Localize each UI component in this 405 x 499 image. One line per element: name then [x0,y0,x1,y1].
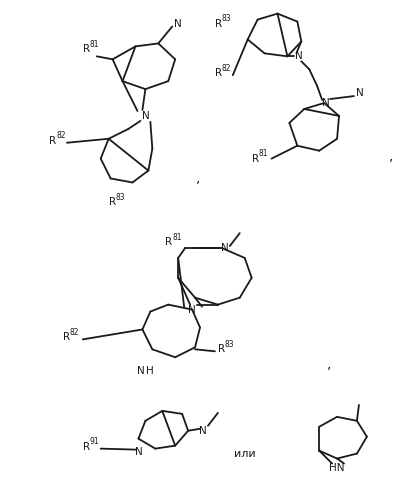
Text: 81: 81 [259,149,268,158]
Text: N: N [221,243,229,253]
Text: 82: 82 [70,328,79,337]
Text: R: R [215,18,222,28]
Text: H: H [147,366,154,376]
Text: N: N [134,447,142,457]
Text: HN: HN [329,464,345,474]
Text: R: R [83,442,90,452]
Text: R: R [49,136,56,146]
Text: ,: , [196,172,200,186]
Text: 83: 83 [222,14,232,23]
Text: N: N [188,304,196,314]
Text: ,: , [327,357,331,371]
Text: N: N [322,98,330,108]
Text: N: N [174,18,182,28]
Text: N: N [199,426,207,436]
Text: N: N [356,88,364,98]
Text: R: R [252,154,259,164]
Text: N: N [136,366,144,376]
Text: 82: 82 [56,131,66,140]
Text: R: R [165,237,173,247]
Text: 82: 82 [222,64,231,73]
Text: ,: , [388,149,393,163]
Text: R: R [215,68,222,78]
Text: R: R [218,344,225,354]
Text: 81: 81 [90,40,99,49]
Text: 83: 83 [115,193,125,202]
Text: R: R [83,44,90,54]
Text: 81: 81 [172,233,182,242]
Text: или: или [234,449,256,459]
Text: R: R [63,332,70,342]
Text: 83: 83 [225,340,234,349]
Text: N: N [141,111,149,121]
Text: R: R [109,197,116,207]
Text: 91: 91 [90,437,99,446]
Text: N: N [296,51,303,61]
